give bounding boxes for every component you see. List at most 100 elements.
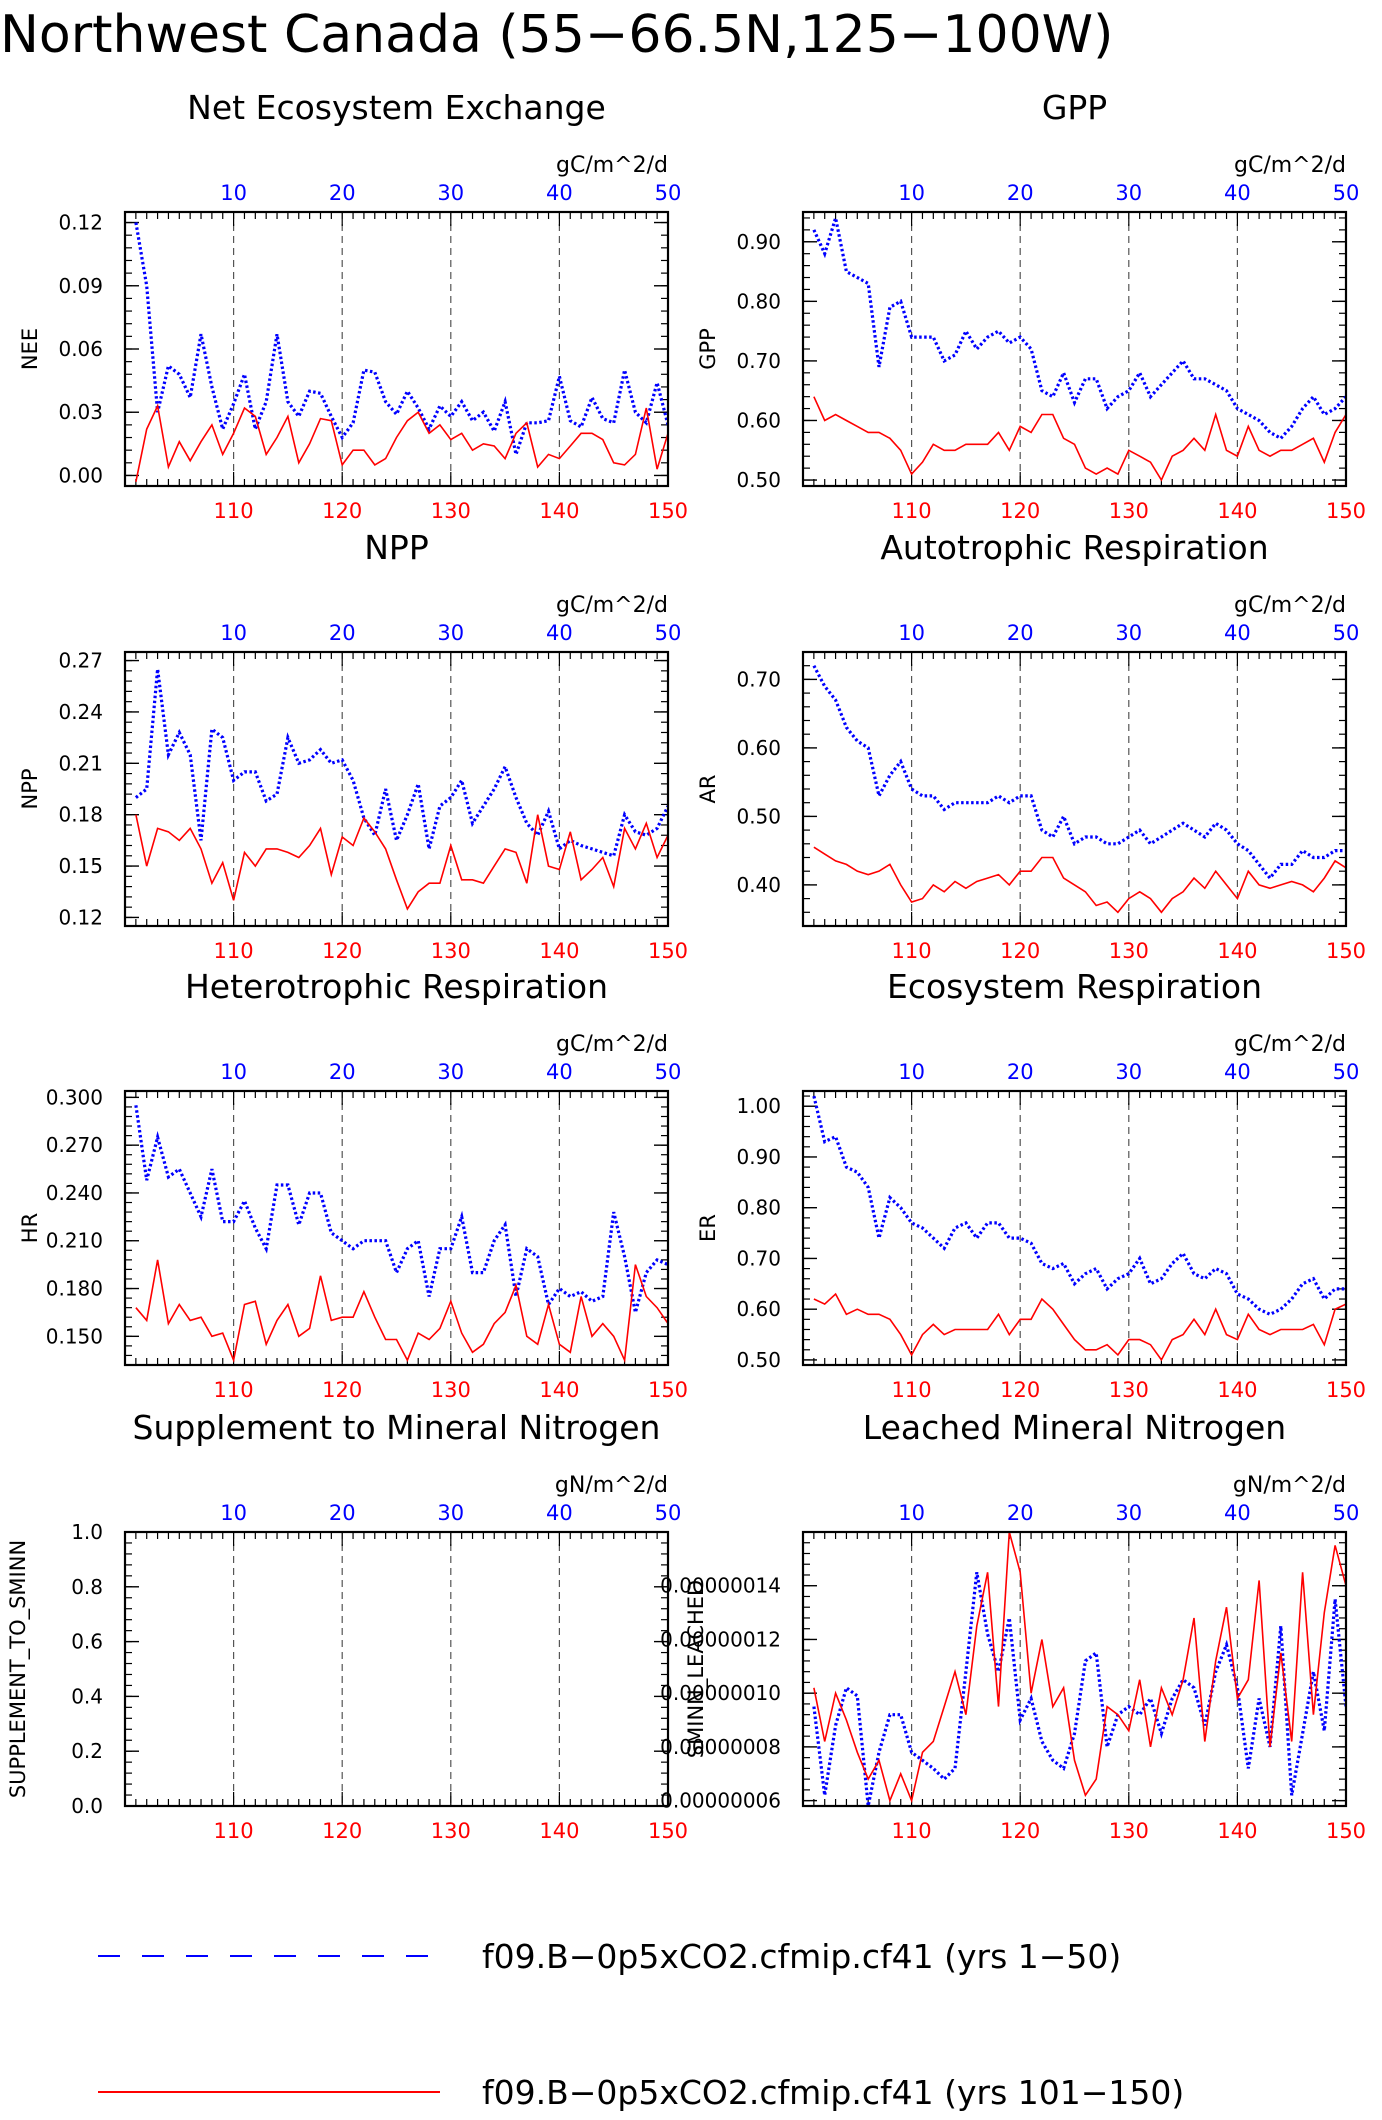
y-tick-label: 0.210 bbox=[46, 1229, 103, 1253]
y-tick-label: 0.00000006 bbox=[660, 1789, 781, 1813]
y-tick-label: 0.4 bbox=[71, 1684, 103, 1708]
x-tick-label-bottom: 150 bbox=[1326, 499, 1366, 523]
chart-panel-5: Heterotrophic Respiration gC/m^2/d 110 120 1… bbox=[18, 967, 688, 1402]
y-tick-label: 0.09 bbox=[58, 274, 103, 298]
y-tick-label: 0.00 bbox=[58, 463, 103, 487]
chart-panel-7: Supplement to Mineral Nitrogen gN/m^2/d 11… bbox=[6, 1408, 688, 1843]
x-tick-label-bottom: 110 bbox=[214, 499, 254, 523]
y-tick-label: 0.60 bbox=[736, 408, 781, 432]
x-tick-label-top: 30 bbox=[1115, 1501, 1142, 1525]
x-tick-label-top: 50 bbox=[1333, 181, 1360, 205]
units-label: gC/m^2/d bbox=[556, 1032, 668, 1057]
y-tick-label: 0.80 bbox=[736, 1196, 781, 1220]
x-tick-label-top: 20 bbox=[329, 1060, 356, 1084]
series-line-red bbox=[135, 814, 668, 911]
x-tick-label-top: 30 bbox=[437, 181, 464, 205]
x-tick-label-bottom: 120 bbox=[1000, 939, 1040, 963]
y-tick-label: 0.00000012 bbox=[660, 1627, 781, 1651]
x-tick-label-bottom: 150 bbox=[648, 1819, 688, 1843]
y-axis-label: SUPPLEMENT_TO_SMINN bbox=[6, 1540, 31, 1798]
x-tick-label-top: 30 bbox=[1115, 1060, 1142, 1084]
y-tick-label: 0.8 bbox=[71, 1575, 103, 1599]
y-axis-label: HR bbox=[18, 1213, 42, 1243]
x-tick-label-top: 10 bbox=[220, 181, 247, 205]
x-tick-label-top: 40 bbox=[546, 181, 573, 205]
x-tick-label-top: 30 bbox=[437, 621, 464, 645]
plot-frame bbox=[801, 650, 1348, 928]
x-tick-label-bottom: 130 bbox=[1109, 1819, 1149, 1843]
y-tick-label: 0.00000010 bbox=[660, 1681, 781, 1705]
x-tick-label-bottom: 130 bbox=[431, 1819, 471, 1843]
x-tick-label-top: 20 bbox=[329, 1501, 356, 1525]
units-label: gN/m^2/d bbox=[555, 1473, 668, 1498]
x-tick-label-top: 20 bbox=[329, 621, 356, 645]
x-tick-label-top: 50 bbox=[655, 1501, 682, 1525]
panel-title: GPP bbox=[1042, 88, 1107, 127]
series-line-red bbox=[813, 846, 1346, 914]
panel-title: Net Ecosystem Exchange bbox=[187, 88, 606, 127]
units-label: gC/m^2/d bbox=[556, 153, 668, 178]
y-tick-label: 0.27 bbox=[58, 649, 103, 673]
x-tick-label-bottom: 120 bbox=[322, 1819, 362, 1843]
x-tick-label-bottom: 110 bbox=[214, 939, 254, 963]
x-tick-label-bottom: 110 bbox=[892, 1378, 932, 1402]
y-tick-label: 0.50 bbox=[736, 804, 781, 828]
x-tick-label-bottom: 140 bbox=[539, 1819, 579, 1843]
series-line-blue bbox=[134, 1105, 668, 1313]
panel-title: Supplement to Mineral Nitrogen bbox=[133, 1408, 661, 1447]
series-line-blue bbox=[134, 668, 668, 858]
plot-frame bbox=[801, 1089, 1348, 1367]
x-tick-label-top: 40 bbox=[1224, 1501, 1251, 1525]
x-tick-label-top: 40 bbox=[546, 1501, 573, 1525]
y-tick-label: 0.60 bbox=[736, 1297, 781, 1321]
x-tick-label-top: 20 bbox=[1007, 1060, 1034, 1084]
x-tick-label-top: 50 bbox=[1333, 1501, 1360, 1525]
x-tick-label-top: 20 bbox=[1007, 1501, 1034, 1525]
plot-frame bbox=[801, 210, 1348, 488]
series-line-red bbox=[813, 1292, 1346, 1362]
y-tick-label: 0.21 bbox=[58, 751, 103, 775]
x-tick-label-top: 50 bbox=[655, 181, 682, 205]
x-tick-label-bottom: 140 bbox=[539, 1378, 579, 1402]
x-tick-label-bottom: 150 bbox=[1326, 939, 1366, 963]
legend-label-1: f09.B−0p5xCO2.cfmip.cf41 (yrs 1−50) bbox=[482, 1937, 1121, 1976]
panel-title: Autotrophic Respiration bbox=[880, 528, 1268, 567]
x-tick-label-top: 30 bbox=[437, 1501, 464, 1525]
x-tick-label-bottom: 110 bbox=[892, 939, 932, 963]
series-line-red bbox=[813, 396, 1346, 482]
x-tick-label-top: 40 bbox=[546, 621, 573, 645]
legend: f09.B−0p5xCO2.cfmip.cf41 (yrs 1−50) f09.B… bbox=[98, 1937, 1184, 2112]
x-tick-label-bottom: 140 bbox=[1217, 939, 1257, 963]
plot-frame bbox=[801, 1530, 1348, 1808]
panel-title: NPP bbox=[364, 528, 429, 567]
x-tick-label-top: 50 bbox=[655, 1060, 682, 1084]
panel-title: Ecosystem Respiration bbox=[887, 967, 1262, 1006]
x-tick-label-bottom: 150 bbox=[1326, 1378, 1366, 1402]
y-axis-label: ER bbox=[696, 1214, 720, 1242]
x-tick-label-bottom: 150 bbox=[648, 1378, 688, 1402]
x-tick-label-top: 10 bbox=[898, 621, 925, 645]
chart-panel-4: Autotrophic Respiration gC/m^2/d 110 120 130… bbox=[696, 528, 1366, 963]
y-tick-label: 0.270 bbox=[46, 1133, 103, 1157]
panel-title: Heterotrophic Respiration bbox=[185, 967, 608, 1006]
chart-panel-3: NPP gC/m^2/d 110 120 130 140 150 10 20 30 40 50 0.12… bbox=[18, 528, 688, 963]
x-tick-label-bottom: 120 bbox=[1000, 499, 1040, 523]
y-tick-label: 0.40 bbox=[736, 873, 781, 897]
x-tick-label-bottom: 130 bbox=[1109, 1378, 1149, 1402]
x-tick-label-bottom: 120 bbox=[1000, 1819, 1040, 1843]
plot-frame bbox=[123, 1089, 670, 1367]
chart-panel-2: GPP gC/m^2/d 110 120 130 140 150 10 20 30 40 50 0.50… bbox=[696, 88, 1366, 523]
y-tick-label: 0.90 bbox=[736, 230, 781, 254]
x-tick-label-bottom: 140 bbox=[1217, 1378, 1257, 1402]
x-tick-label-top: 20 bbox=[329, 181, 356, 205]
x-tick-label-top: 30 bbox=[1115, 621, 1142, 645]
plot-frame bbox=[123, 210, 670, 488]
x-tick-label-bottom: 120 bbox=[322, 1378, 362, 1402]
x-tick-label-top: 40 bbox=[1224, 621, 1251, 645]
y-tick-label: 0.03 bbox=[58, 400, 103, 424]
panel-title: Leached Mineral Nitrogen bbox=[863, 1408, 1286, 1447]
x-tick-label-bottom: 130 bbox=[431, 499, 471, 523]
chart-panels: Net Ecosystem Exchange gC/m^2/d 110 120 130 1… bbox=[6, 88, 1366, 1843]
plot-frame bbox=[123, 1530, 670, 1808]
units-label: gC/m^2/d bbox=[556, 593, 668, 618]
